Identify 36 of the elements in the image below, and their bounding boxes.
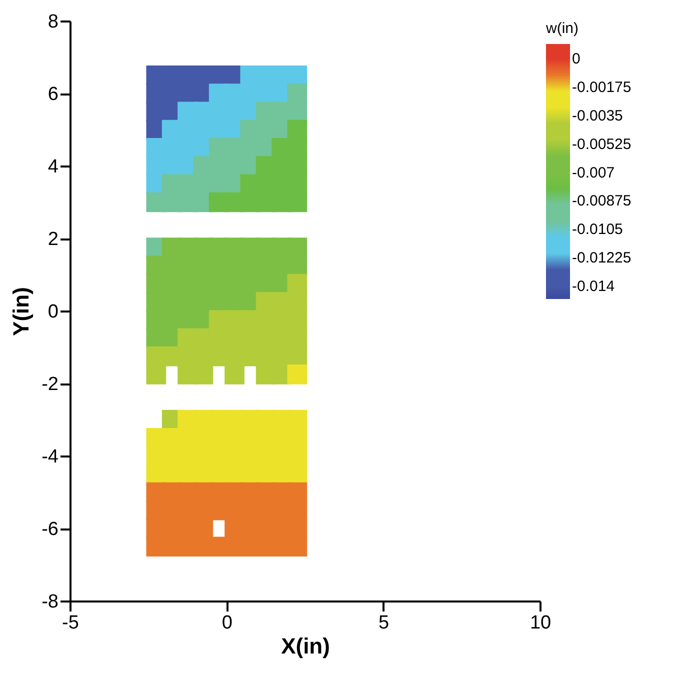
point xyxy=(224,364,244,384)
y-tick-label: -6 xyxy=(42,519,58,540)
y-axis-title: Y(in) xyxy=(8,287,34,336)
y-tick-label: -8 xyxy=(42,592,58,612)
y-tick-label: 4 xyxy=(48,156,59,178)
color-bar-label: -0.00175 xyxy=(572,79,632,96)
color-bar-label: -0.014 xyxy=(572,278,615,296)
color-bar-label: -0.0035 xyxy=(572,107,623,124)
point xyxy=(287,274,308,294)
color-bar-label: -0.00875 xyxy=(572,192,632,210)
color-bar-label: -0.01225 xyxy=(572,250,632,267)
point xyxy=(193,364,214,384)
x-tick-label: 5 xyxy=(378,612,390,634)
color-bar-label: 0 xyxy=(572,50,580,68)
point xyxy=(287,410,308,430)
y-tick-label: -4 xyxy=(42,446,59,468)
point xyxy=(287,482,308,502)
color-bar-label: -0.0105 xyxy=(572,221,623,238)
point xyxy=(287,120,308,140)
color-bar-label: -0.00525 xyxy=(572,136,632,153)
x-tick-label: -5 xyxy=(62,612,79,634)
y-tick-label: 6 xyxy=(48,84,58,105)
point xyxy=(146,364,166,384)
y-tick-label: -2 xyxy=(42,374,58,395)
y-tick-label: 8 xyxy=(48,12,58,32)
x-tick-label: 10 xyxy=(530,612,552,634)
color-bar-title: w(in) xyxy=(545,20,578,37)
point xyxy=(287,192,308,212)
x-axis-title: X(in) xyxy=(281,634,330,658)
point xyxy=(287,364,308,384)
point xyxy=(287,84,308,104)
x-tick-label: 0 xyxy=(222,612,232,634)
color-bar-label: -0.007 xyxy=(572,164,615,182)
y-tick-label: 0 xyxy=(48,302,58,322)
y-tick-label: 2 xyxy=(48,229,58,250)
point xyxy=(287,238,308,258)
